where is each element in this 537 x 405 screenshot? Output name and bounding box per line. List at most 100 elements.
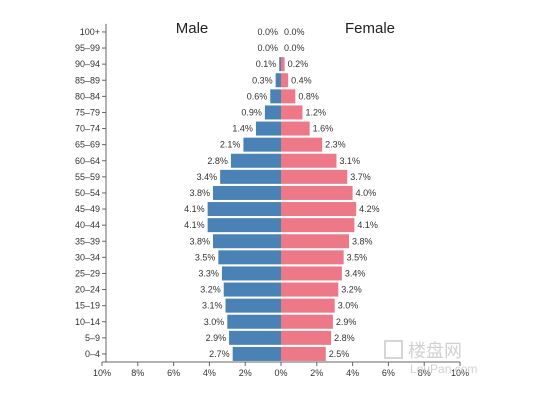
x-tick-label: 6% [167, 368, 180, 378]
bar-male [212, 185, 281, 200]
x-tick-label: 10% [93, 368, 111, 378]
bar-female [281, 121, 310, 136]
data-label-male: 0.0% [257, 27, 278, 37]
age-group-label: 100+ [80, 27, 100, 37]
x-tick-label: 2% [239, 368, 252, 378]
bar-female [281, 202, 357, 217]
x-tick-label: 6% [382, 368, 395, 378]
age-group-label: 15–19 [75, 301, 100, 311]
series-label-male: Male [176, 20, 209, 37]
bar-female [281, 105, 303, 120]
bar-female [281, 234, 350, 249]
bar-male [223, 282, 281, 297]
data-label-male: 3.0% [204, 317, 225, 327]
age-group-label: 60–64 [75, 156, 100, 166]
age-group-label: 50–54 [75, 188, 100, 198]
x-tick-label: 4% [203, 368, 216, 378]
data-label-female: 4.0% [356, 188, 377, 198]
bar-female [281, 298, 335, 313]
bar-female [281, 250, 344, 265]
data-label-female: 3.7% [350, 172, 371, 182]
bar-female [281, 153, 337, 168]
bar-female [281, 314, 333, 329]
data-label-male: 3.8% [189, 236, 210, 246]
data-label-female: 0.0% [284, 43, 305, 53]
age-group-label: 40–44 [75, 220, 100, 230]
data-label-female: 3.2% [341, 285, 362, 295]
age-group-label: 45–49 [75, 204, 100, 214]
data-label-female: 2.8% [334, 333, 355, 343]
bar-female [281, 330, 332, 345]
bar-female [281, 89, 296, 104]
age-group-label: 55–59 [75, 172, 100, 182]
data-label-male: 4.1% [184, 220, 205, 230]
data-label-female: 2.3% [325, 140, 346, 150]
data-label-female: 2.9% [336, 317, 357, 327]
watermark-cn-text: 楼盘网 [408, 341, 462, 361]
watermark-en-text: LouPan.com [410, 362, 477, 376]
age-group-label: 0–4 [85, 349, 100, 359]
bar-female [281, 169, 348, 184]
bar-male [220, 169, 281, 184]
bar-female [281, 185, 353, 200]
age-group-label: 30–34 [75, 252, 100, 262]
data-label-male: 3.2% [200, 285, 221, 295]
data-label-female: 3.5% [347, 252, 368, 262]
data-label-female: 3.4% [345, 268, 366, 278]
data-label-male: 2.8% [207, 156, 228, 166]
data-label-female: 3.8% [352, 236, 373, 246]
age-group-label: 20–24 [75, 285, 100, 295]
data-label-male: 0.6% [247, 91, 268, 101]
bar-male [207, 202, 281, 217]
bar-male [230, 153, 281, 168]
axes-layer: 10% 8% 6% 4% 2% 0% 2% 4% 6% 8% 10% [93, 23, 469, 378]
data-label-female: 1.2% [305, 107, 326, 117]
data-label-female: 3.0% [338, 301, 359, 311]
data-label-male: 3.5% [195, 252, 216, 262]
bar-female [281, 266, 342, 281]
data-label-female: 0.0% [284, 27, 305, 37]
data-label-male: 0.0% [257, 43, 278, 53]
age-group-label: 35–39 [75, 236, 100, 246]
bar-male [221, 266, 281, 281]
data-label-male: 0.3% [252, 75, 273, 85]
bar-male [229, 330, 281, 345]
data-label-female: 0.4% [291, 75, 312, 85]
bar-female [281, 57, 285, 72]
data-label-male: 0.1% [256, 59, 277, 69]
bar-male [232, 346, 281, 361]
bar-female [281, 218, 355, 233]
data-label-female: 4.1% [357, 220, 378, 230]
data-label-male: 3.8% [189, 188, 210, 198]
watermark: 楼盘网 LouPan.com [384, 340, 477, 376]
x-tick-label: 0% [274, 368, 287, 378]
age-group-label: 10–14 [75, 317, 100, 327]
data-label-male: 3.4% [197, 172, 218, 182]
bar-male [218, 250, 281, 265]
x-tick-label: 2% [310, 368, 323, 378]
data-label-male: 3.1% [202, 301, 223, 311]
bar-male [227, 314, 281, 329]
bar-female [281, 137, 323, 152]
data-label-female: 4.2% [359, 204, 380, 214]
bar-female [281, 282, 339, 297]
data-label-male: 2.9% [206, 333, 227, 343]
x-tick-label: 8% [418, 368, 431, 378]
data-label-female: 0.2% [288, 59, 309, 69]
age-group-label: 75–79 [75, 107, 100, 117]
data-label-female: 2.5% [329, 349, 350, 359]
x-tick-label: 8% [131, 368, 144, 378]
bar-female [281, 73, 289, 88]
x-tick-label: 10% [451, 368, 469, 378]
x-tick-label: 4% [346, 368, 359, 378]
bar-female [281, 346, 326, 361]
data-label-female: 3.1% [339, 156, 360, 166]
bar-male [264, 105, 281, 120]
data-label-female: 0.8% [298, 91, 319, 101]
series-label-female: Female [345, 20, 395, 37]
age-group-label: 70–74 [75, 124, 100, 134]
data-label-female: 1.6% [313, 124, 334, 134]
age-group-label: 25–29 [75, 268, 100, 278]
bar-male [207, 218, 281, 233]
